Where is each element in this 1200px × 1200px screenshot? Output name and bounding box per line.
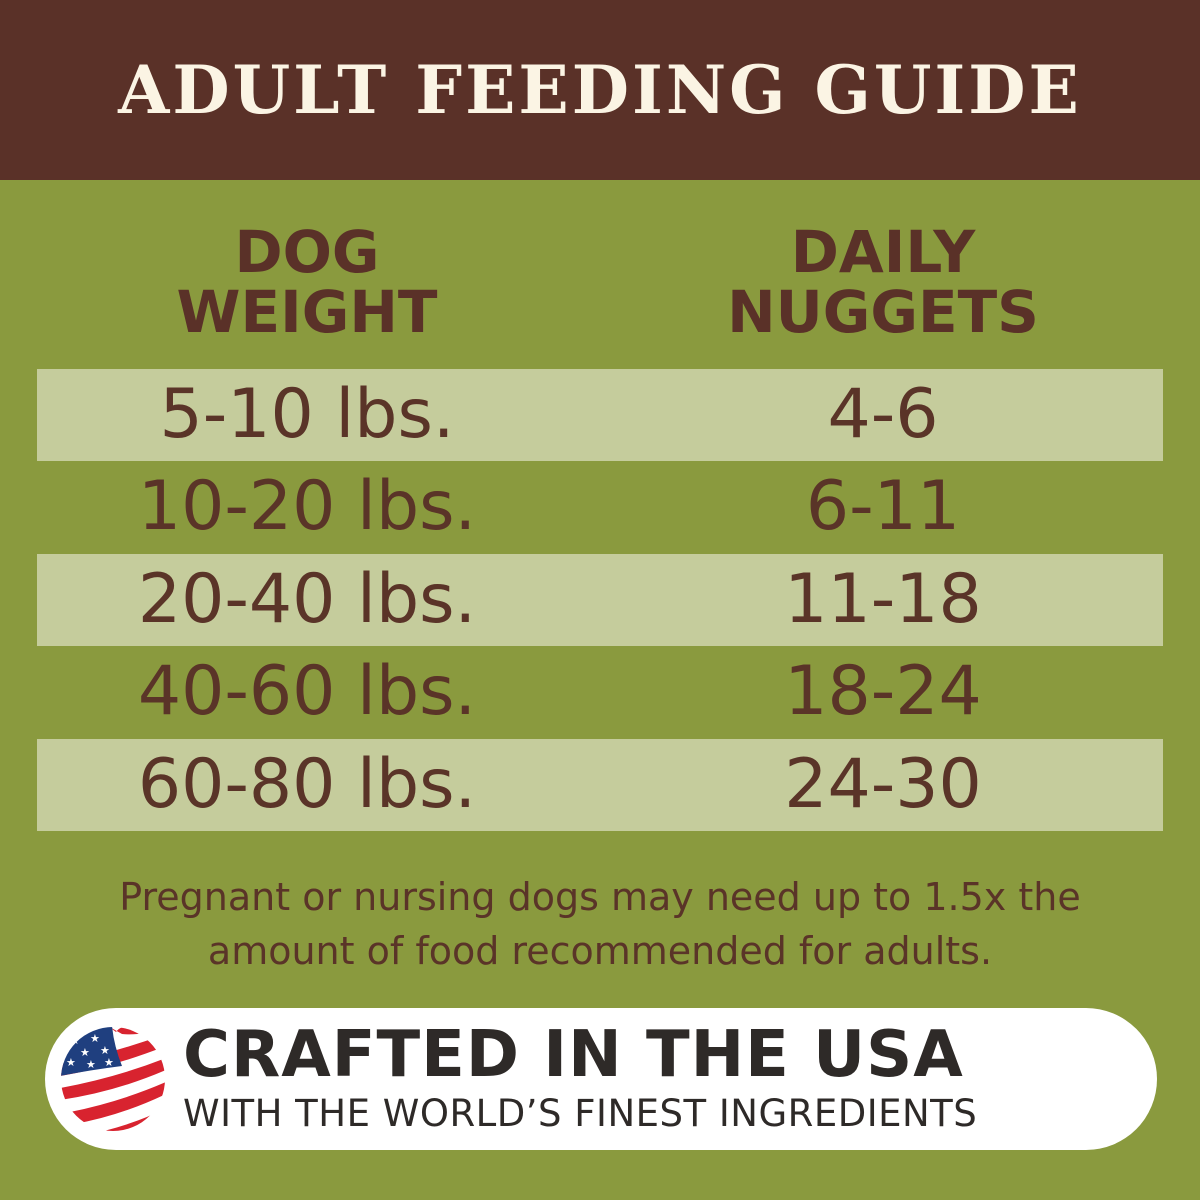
badge-subline: WITH THE WORLD’S FINEST INGREDIENTS [183,1092,978,1135]
nuggets-cell: 6-11 [805,467,961,546]
nuggets-cell: 4-6 [827,375,939,454]
page-title: ADULT FEEDING GUIDE [118,51,1082,129]
column-header-daily-nuggets: DAILY NUGGETS [633,222,1133,342]
weight-cell: 40-60 lbs. [137,652,477,731]
weight-cell: 10-20 lbs. [137,467,477,546]
badge-headline: CRAFTED IN THE USA [183,1018,964,1092]
column-header-line: DOG [234,218,380,286]
column-header-line: NUGGETS [727,278,1039,346]
svg-text:★: ★ [104,1056,114,1069]
weight-cell: 5-10 lbs. [159,375,455,454]
column-header-line: DAILY [790,218,976,286]
svg-text:★: ★ [80,1046,90,1059]
table-row: 60-80 lbs. 24-30 [37,739,1163,831]
feeding-note: Pregnant or nursing dogs may need up to … [0,870,1200,978]
nuggets-cell: 11-18 [784,560,982,639]
note-line: amount of food recommended for adults. [207,929,993,973]
column-header-dog-weight: DOG WEIGHT [57,222,557,342]
usa-badge [45,1008,1157,1150]
svg-text:★: ★ [90,1032,100,1045]
svg-text:★: ★ [66,1056,76,1069]
svg-text:★: ★ [100,1044,110,1057]
weight-cell: 20-40 lbs. [137,560,477,639]
column-header-line: WEIGHT [176,278,438,346]
svg-text:★: ★ [86,1058,96,1071]
nuggets-cell: 24-30 [784,745,982,824]
weight-cell: 60-80 lbs. [137,745,477,824]
svg-text:★: ★ [70,1034,80,1047]
table-row: 5-10 lbs. 4-6 [37,369,1163,461]
table-row: 10-20 lbs. 6-11 [37,461,1163,553]
table-row: 20-40 lbs. 11-18 [37,554,1163,646]
nuggets-cell: 18-24 [784,652,982,731]
table-row: 40-60 lbs. 18-24 [37,646,1163,738]
note-line: Pregnant or nursing dogs may need up to … [119,875,1081,919]
header-banner: ADULT FEEDING GUIDE [0,0,1200,180]
us-flag-icon: ★ ★ ★ ★ ★ ★ ★ [61,1027,165,1131]
